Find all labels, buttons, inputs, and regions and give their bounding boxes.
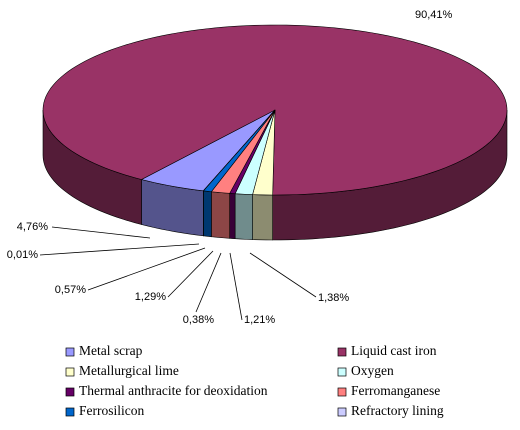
pie-wall: [229, 193, 236, 240]
pie-wall: [234, 193, 253, 240]
legend-swatch: [337, 387, 347, 397]
leader-line: [51, 226, 151, 239]
leader-line: [87, 247, 206, 291]
legend-swatch: [65, 387, 75, 397]
pie-wall: [203, 190, 212, 238]
pie-wall: [252, 194, 273, 241]
data-label: 4,76%: [17, 221, 48, 233]
legend-label: Thermal anthracite for deoxidation: [79, 383, 268, 398]
leader-line: [39, 243, 200, 256]
leader-line: [229, 252, 243, 321]
leader-line: [249, 252, 317, 298]
data-label: 1,21%: [244, 314, 275, 326]
pie-slice: [140, 109, 276, 192]
legend-label: Metallurgical lime: [79, 363, 179, 378]
legend-label: Liquid cast iron: [351, 343, 437, 358]
data-label: 1,29%: [135, 291, 166, 303]
leader-line: [167, 250, 214, 298]
legend-swatch: [65, 347, 75, 357]
leader-line: [195, 252, 222, 313]
data-label: 0,57%: [55, 284, 86, 296]
legend-swatch: [65, 367, 75, 377]
legend-swatch: [337, 407, 347, 417]
legend-label: Refractory lining: [351, 403, 444, 418]
legend-label: Metal scrap: [79, 343, 143, 358]
data-label: 0,01%: [7, 249, 38, 261]
pie-slice: [202, 109, 276, 192]
data-label: 90,41%: [415, 9, 453, 21]
legend-label: Ferromanganese: [351, 383, 440, 398]
legend-label: Ferrosilicon: [79, 403, 144, 418]
pie-wall: [211, 191, 230, 239]
legend-swatch: [337, 347, 347, 357]
legend-label: Oxygen: [351, 363, 394, 378]
data-label: 0,38%: [183, 314, 214, 326]
legend-swatch: [65, 407, 75, 417]
legend-swatch: [337, 367, 347, 377]
data-label: 1,38%: [318, 292, 349, 304]
